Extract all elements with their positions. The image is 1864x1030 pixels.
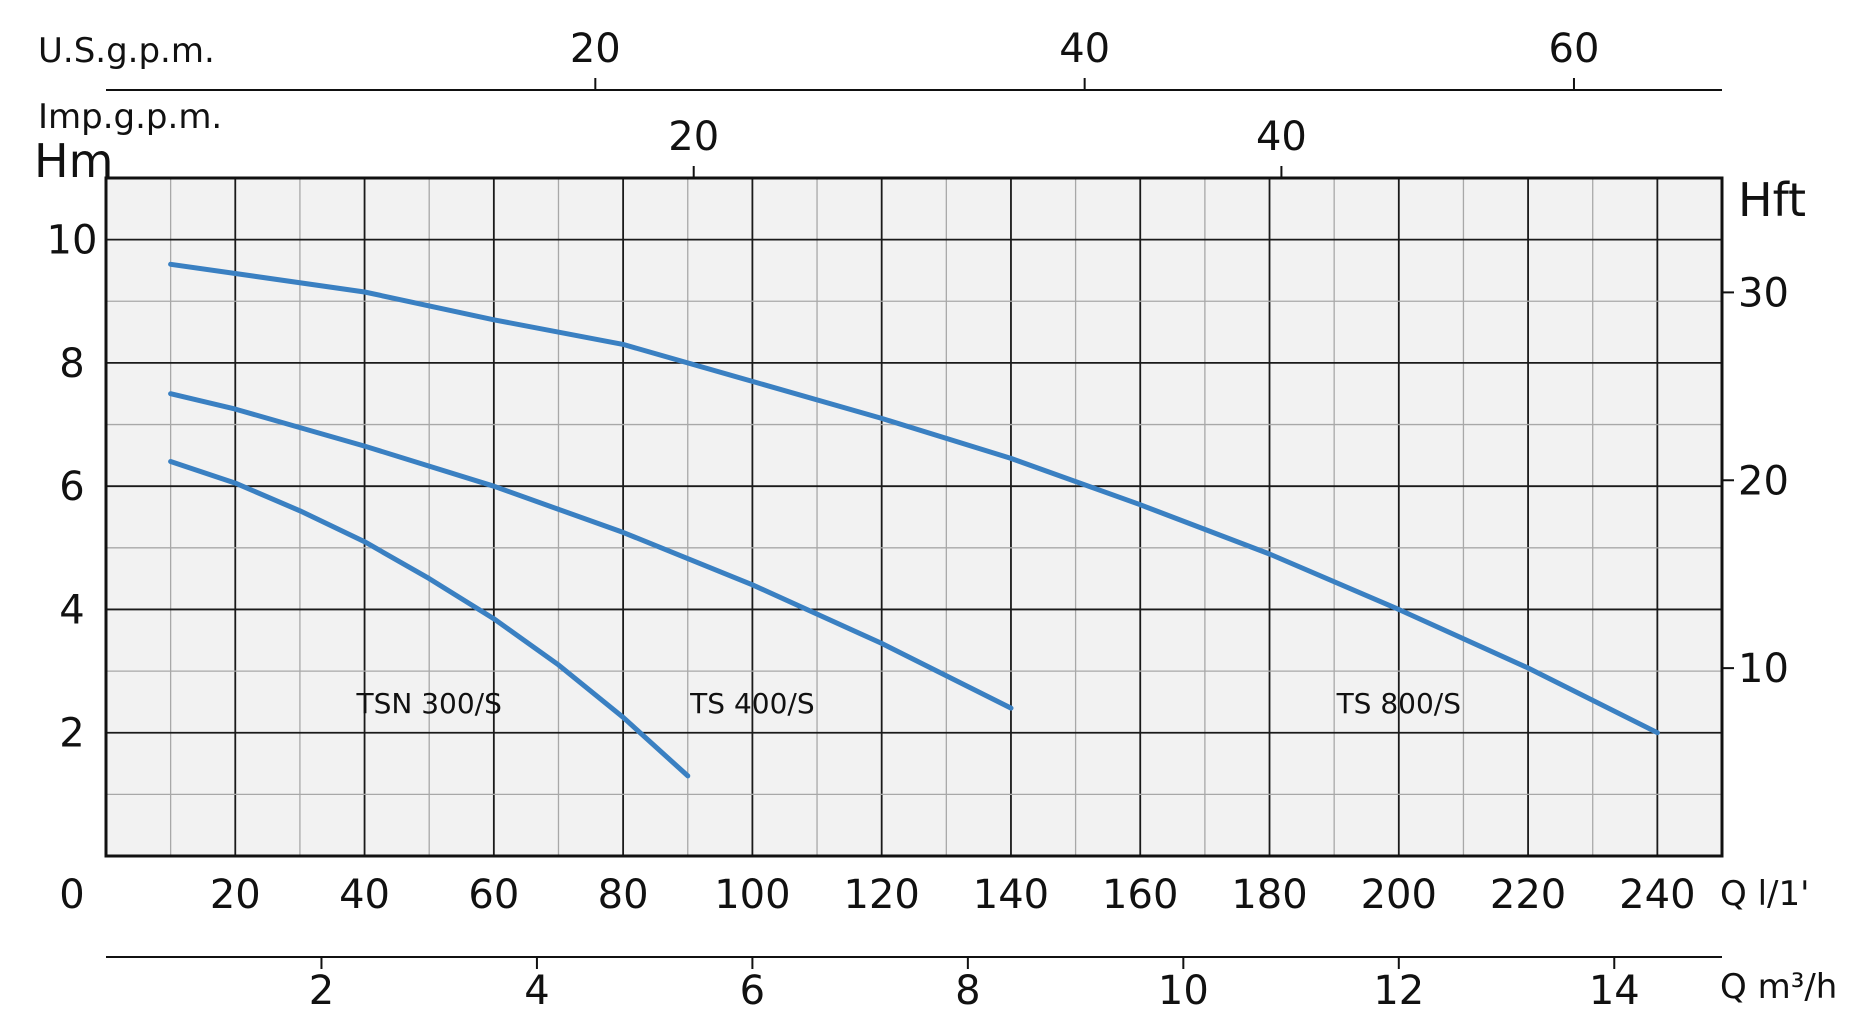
y-tick-label: 4	[59, 587, 84, 633]
usgpm-tick-label: 60	[1549, 26, 1600, 72]
impgpm-tick-label: 20	[668, 114, 719, 160]
flow-lpm-axis-label: Q l/1'	[1720, 874, 1809, 914]
performance-curves: TSN 300/S TS 400/S TS 800/S	[168, 261, 1660, 779]
curve-line	[168, 391, 1014, 711]
x-tick-label: 180	[1231, 872, 1307, 918]
plot-area	[106, 178, 1722, 856]
x-tick-label: 240	[1619, 872, 1695, 918]
axes: 20 40 60 80 100 120 140 160 180 200 220 24024681010…	[47, 26, 1789, 1014]
x-tick-label: 220	[1490, 872, 1566, 918]
m3h-tick-label: 2	[309, 968, 334, 1014]
m3h-tick-label: 14	[1589, 968, 1640, 1014]
x-tick-label: 20	[210, 872, 261, 918]
usgpm-axis-label: U.S.g.p.m.	[38, 31, 215, 71]
y-tick-label: 2	[59, 711, 84, 757]
x-tick-label: 200	[1361, 872, 1437, 918]
plot-frame	[104, 176, 1724, 858]
y-tick-label: 10	[47, 218, 98, 264]
x-tick-label: 140	[973, 872, 1049, 918]
x-tick-label: 100	[714, 872, 790, 918]
impgpm-tick-label: 40	[1256, 114, 1307, 160]
hft-tick-label: 10	[1738, 646, 1789, 692]
hft-tick-label: 20	[1738, 458, 1789, 504]
hft-tick-label: 30	[1738, 270, 1789, 316]
grid	[106, 178, 1722, 856]
y-tick-label: 8	[59, 341, 84, 387]
curve-line	[168, 459, 691, 779]
labels: U.S.g.p.m. Imp.g.p.m. Hm Hft 0 Q l/1' Q …	[34, 31, 1837, 1007]
x-tick-label: 160	[1102, 872, 1178, 918]
x-tick-label: 120	[844, 872, 920, 918]
x-tick-label: 80	[598, 872, 649, 918]
m3h-tick-label: 10	[1158, 968, 1209, 1014]
impgpm-axis-label: Imp.g.p.m.	[38, 97, 222, 137]
usgpm-tick-label: 20	[570, 26, 621, 72]
m3h-tick-label: 12	[1373, 968, 1424, 1014]
curve-label: TS 800/S	[1336, 687, 1461, 720]
flow-m3h-axis-label: Q m³/h	[1720, 967, 1837, 1007]
y-tick-label: 6	[59, 464, 84, 510]
x-zero-label: 0	[59, 872, 84, 918]
hft-axis-label: Hft	[1738, 173, 1806, 227]
m3h-tick-label: 6	[740, 968, 765, 1014]
x-tick-label: 60	[468, 872, 519, 918]
x-tick-label: 40	[339, 872, 390, 918]
usgpm-tick-label: 40	[1059, 26, 1110, 72]
m3h-tick-label: 8	[955, 968, 980, 1014]
curve-label: TSN 300/S	[356, 687, 502, 720]
m3h-tick-label: 4	[524, 968, 549, 1014]
hm-axis-label: Hm	[34, 134, 113, 188]
curve-label: TS 400/S	[689, 687, 814, 720]
curve-line	[168, 261, 1660, 736]
